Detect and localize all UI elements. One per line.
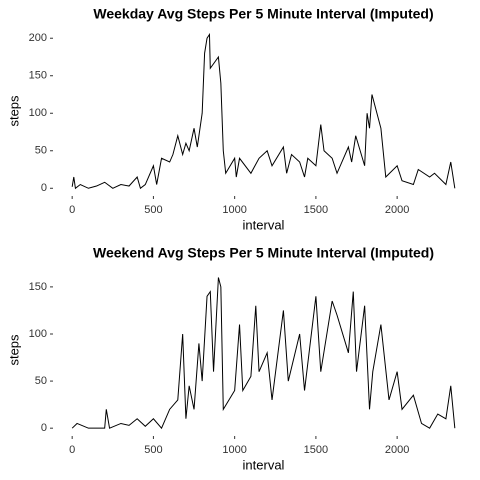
x-tick-label: 0 — [69, 204, 75, 216]
chart-title: Weekend Avg Steps Per 5 Minute Interval … — [93, 245, 434, 261]
x-tick-label: 500 — [144, 204, 162, 216]
x-tick-label: 500 — [144, 444, 162, 456]
x-axis-label: interval — [243, 457, 285, 472]
x-tick-label: 1000 — [222, 204, 246, 216]
x-tick-label: 2000 — [385, 444, 409, 456]
y-tick-label: 100 — [29, 107, 47, 119]
y-tick-label: 50 — [35, 145, 47, 157]
y-tick-label: 0 — [41, 182, 47, 194]
x-tick-label: 1500 — [304, 204, 328, 216]
y-tick-label: 200 — [29, 32, 47, 44]
x-axis-label: interval — [243, 217, 285, 232]
y-tick-label: 150 — [29, 70, 47, 82]
data-line — [71, 32, 456, 190]
x-tick-label: 0 — [69, 444, 75, 456]
x-tick-label: 1500 — [304, 444, 328, 456]
y-tick-label: 0 — [41, 422, 47, 434]
x-tick-label: 1000 — [222, 444, 246, 456]
x-tick-label: 2000 — [385, 204, 409, 216]
chart-title: Weekday Avg Steps Per 5 Minute Interval … — [93, 6, 433, 22]
y-axis-label: steps — [6, 334, 21, 366]
data-line — [71, 277, 456, 430]
y-tick-label: 150 — [29, 281, 47, 293]
y-tick-label: 50 — [35, 375, 47, 387]
y-axis-label: steps — [6, 95, 21, 127]
y-tick-label: 100 — [29, 328, 47, 340]
